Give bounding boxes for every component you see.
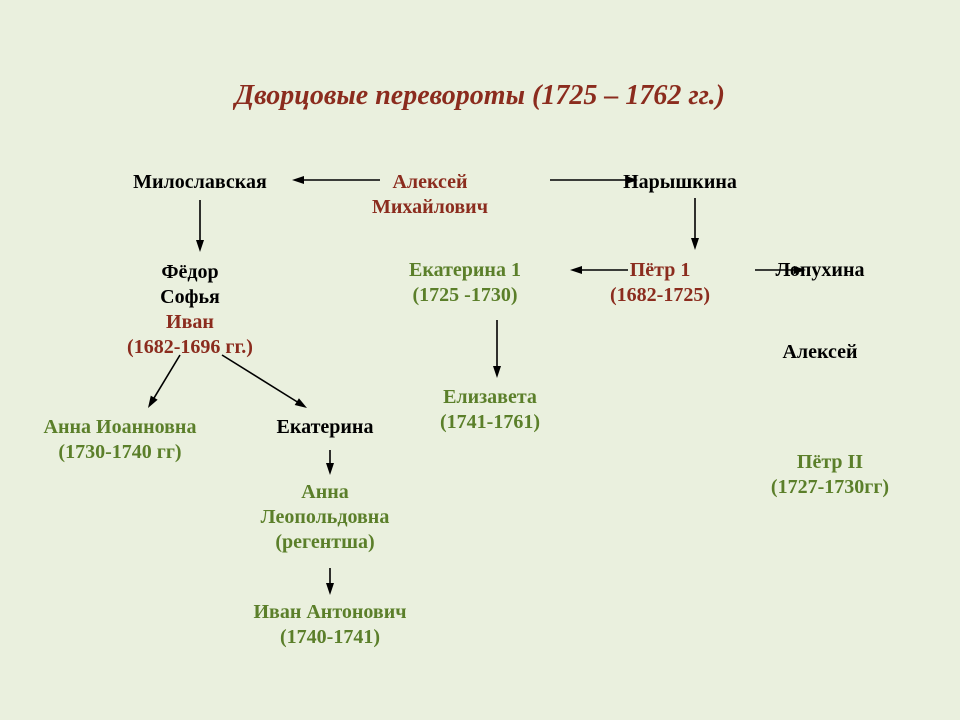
node-line: Лопухина — [750, 258, 890, 283]
node-line: (1741-1761) — [415, 410, 565, 435]
node-line: Анна Иоанновна — [20, 415, 220, 440]
node-line: (1682-1696 гг.) — [100, 335, 280, 360]
node-line: (1727-1730гг) — [735, 475, 925, 500]
arrowhead-2 — [196, 240, 204, 252]
arrowhead-0 — [292, 176, 304, 184]
node-line: Екатерина 1 — [385, 258, 545, 283]
node-line: Алексей — [750, 340, 890, 365]
node-petr1: Пётр 1(1682-1725) — [590, 258, 730, 308]
node-line: Елизавета — [415, 385, 565, 410]
arrowhead-3 — [691, 238, 699, 250]
node-line: (1725 -1730) — [385, 283, 545, 308]
node-line: Софья — [100, 285, 280, 310]
node-miloslavskaya: Милославская — [120, 170, 280, 195]
node-line: Иван Антонович — [230, 600, 430, 625]
node-ekaterina1: Екатерина 1(1725 -1730) — [385, 258, 545, 308]
node-line: Пётр 1 — [590, 258, 730, 283]
arrowhead-10 — [326, 583, 334, 595]
node-line: Фёдор — [100, 260, 280, 285]
node-line: (1682-1725) — [590, 283, 730, 308]
node-line: Михайлович — [340, 195, 520, 220]
node-line: Пётр II — [735, 450, 925, 475]
node-alexei_mikh: АлексейМихайлович — [340, 170, 520, 220]
node-anna_ioann: Анна Иоанновна(1730-1740 гг) — [20, 415, 220, 465]
node-line: Анна — [235, 480, 415, 505]
arrowhead-8 — [295, 398, 307, 408]
diagram-title: Дворцовые перевороты (1725 – 1762 гг.) — [0, 80, 960, 112]
node-line: (1730-1740 гг) — [20, 440, 220, 465]
node-anna_leop: АннаЛеопольдовна(регентша) — [235, 480, 415, 555]
node-line: (1740-1741) — [230, 625, 430, 650]
node-line: (регентша) — [235, 530, 415, 555]
node-line: Леопольдовна — [235, 505, 415, 530]
node-line: Екатерина — [250, 415, 400, 440]
node-line: Алексей — [340, 170, 520, 195]
node-line: Милославская — [120, 170, 280, 195]
node-elizaveta: Елизавета(1741-1761) — [415, 385, 565, 435]
node-naryshkina: Нарышкина — [600, 170, 760, 195]
edge-7 — [151, 355, 180, 402]
arrowhead-6 — [493, 366, 501, 378]
diagram-canvas: Дворцовые перевороты (1725 – 1762 гг.) М… — [0, 0, 960, 720]
node-ekaterina: Екатерина — [250, 415, 400, 440]
node-alexei_son: Алексей — [750, 340, 890, 365]
arrowhead-4 — [570, 266, 582, 274]
node-ivan_ant: Иван Антонович(1740-1741) — [230, 600, 430, 650]
node-line: Иван — [100, 310, 280, 335]
node-lopukhina: Лопухина — [750, 258, 890, 283]
arrowhead-7 — [148, 396, 158, 408]
arrowhead-9 — [326, 463, 334, 475]
node-line: Нарышкина — [600, 170, 760, 195]
edge-8 — [222, 355, 301, 405]
node-fedor_group: ФёдорСофьяИван(1682-1696 гг.) — [100, 260, 280, 360]
node-petr2: Пётр II(1727-1730гг) — [735, 450, 925, 500]
